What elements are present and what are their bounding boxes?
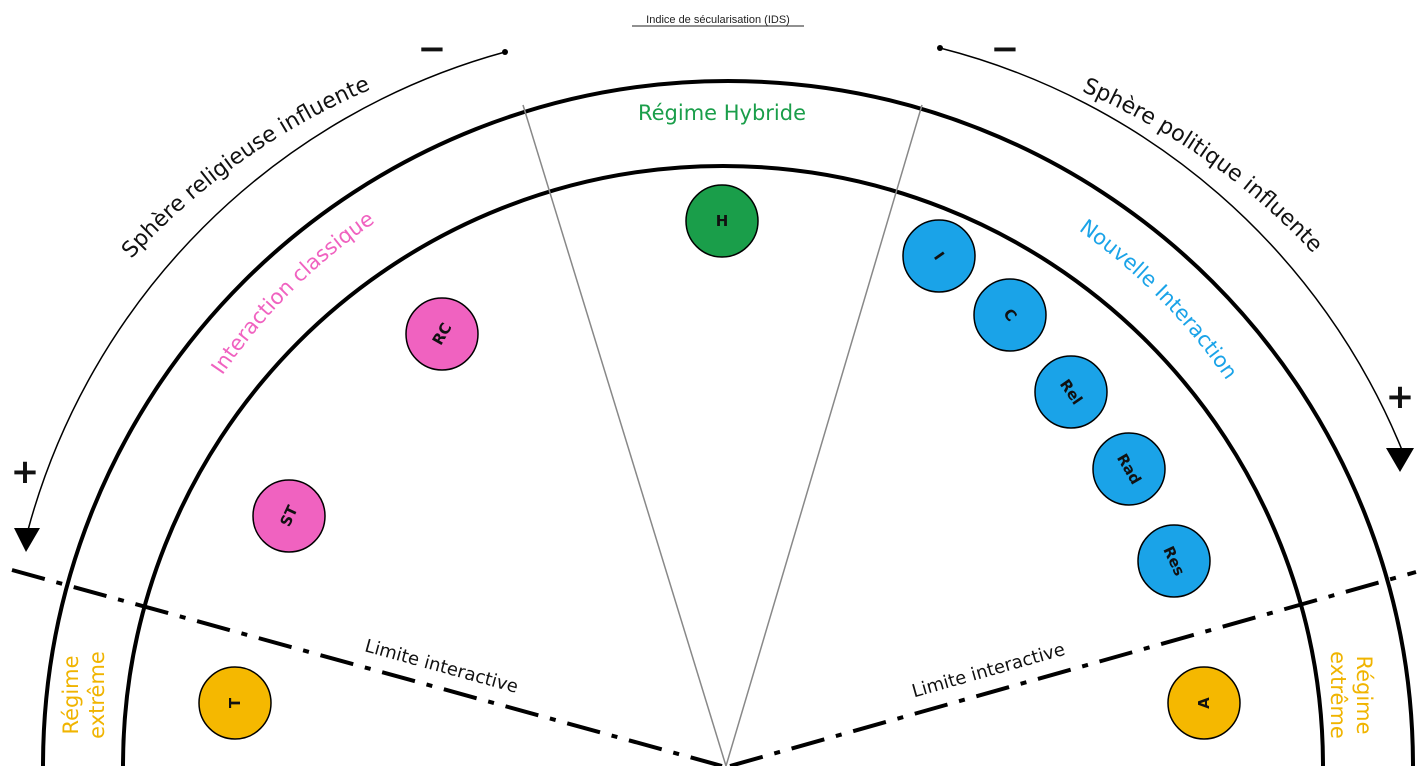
- left-extreme-label: Régime extrême: [59, 651, 109, 739]
- node-circle: [685, 184, 759, 258]
- left-extreme-line2: extrême: [85, 651, 109, 739]
- left-sphere-arrow: [27, 51, 506, 531]
- node-circle: [973, 278, 1047, 352]
- diagram-title: Indice de sécularisation (IDS): [646, 14, 790, 26]
- right-sphere-label: Sphère politique influente: [1079, 74, 1327, 258]
- hybrid-region-label: Régime Hybride: [638, 101, 806, 125]
- right-plus-sign: +: [1386, 377, 1415, 417]
- node-label: T: [226, 697, 244, 708]
- node-circle: [1092, 432, 1166, 506]
- right-extreme-label: Régime extrême: [1326, 651, 1376, 739]
- right-extreme-line1: Régime: [1352, 655, 1376, 734]
- left-limit-label: Limite interactive: [362, 636, 520, 698]
- node-a: A: [1167, 666, 1241, 740]
- right-arrow-head: [1386, 448, 1414, 472]
- limit-line-right: [729, 570, 1417, 766]
- node-label: H: [716, 212, 729, 230]
- node-circle: [1034, 355, 1108, 429]
- left-arrow-head: [14, 528, 40, 552]
- sector-line-left: [522, 104, 727, 766]
- node-rad: Rad: [1092, 432, 1166, 506]
- node-i: I: [902, 219, 976, 293]
- limit-line-left: [11, 568, 723, 766]
- node-st: ST: [252, 479, 326, 553]
- inner-arc: [121, 164, 1325, 766]
- node-circle: [1167, 666, 1241, 740]
- right-minus-sign: −: [991, 29, 1020, 69]
- node-res: Res: [1137, 524, 1211, 598]
- right-extreme-line2: extrême: [1326, 651, 1350, 739]
- node-circle: [198, 666, 272, 740]
- sector-line-right: [725, 104, 923, 766]
- left-arrow-start-dot: [502, 49, 508, 55]
- left-sphere-label: Sphère religieuse influente: [117, 72, 373, 263]
- outer-arc: [41, 79, 1415, 766]
- left-extreme-line1: Régime: [59, 655, 83, 734]
- node-t: T: [198, 666, 272, 740]
- node-rc: RC: [405, 297, 479, 371]
- node-label: A: [1195, 697, 1213, 709]
- right-sphere-arrow: [939, 47, 1403, 451]
- node-rel: Rel: [1034, 355, 1108, 429]
- node-circle: [902, 219, 976, 293]
- node-c: C: [973, 278, 1047, 352]
- node-circle: [405, 297, 479, 371]
- node-circle: [1137, 524, 1211, 598]
- node-h: H: [685, 184, 759, 258]
- node-circle: [252, 479, 326, 553]
- left-minus-sign: −: [418, 29, 447, 69]
- right-arrow-start-dot: [937, 45, 943, 51]
- left-plus-sign: +: [11, 452, 40, 492]
